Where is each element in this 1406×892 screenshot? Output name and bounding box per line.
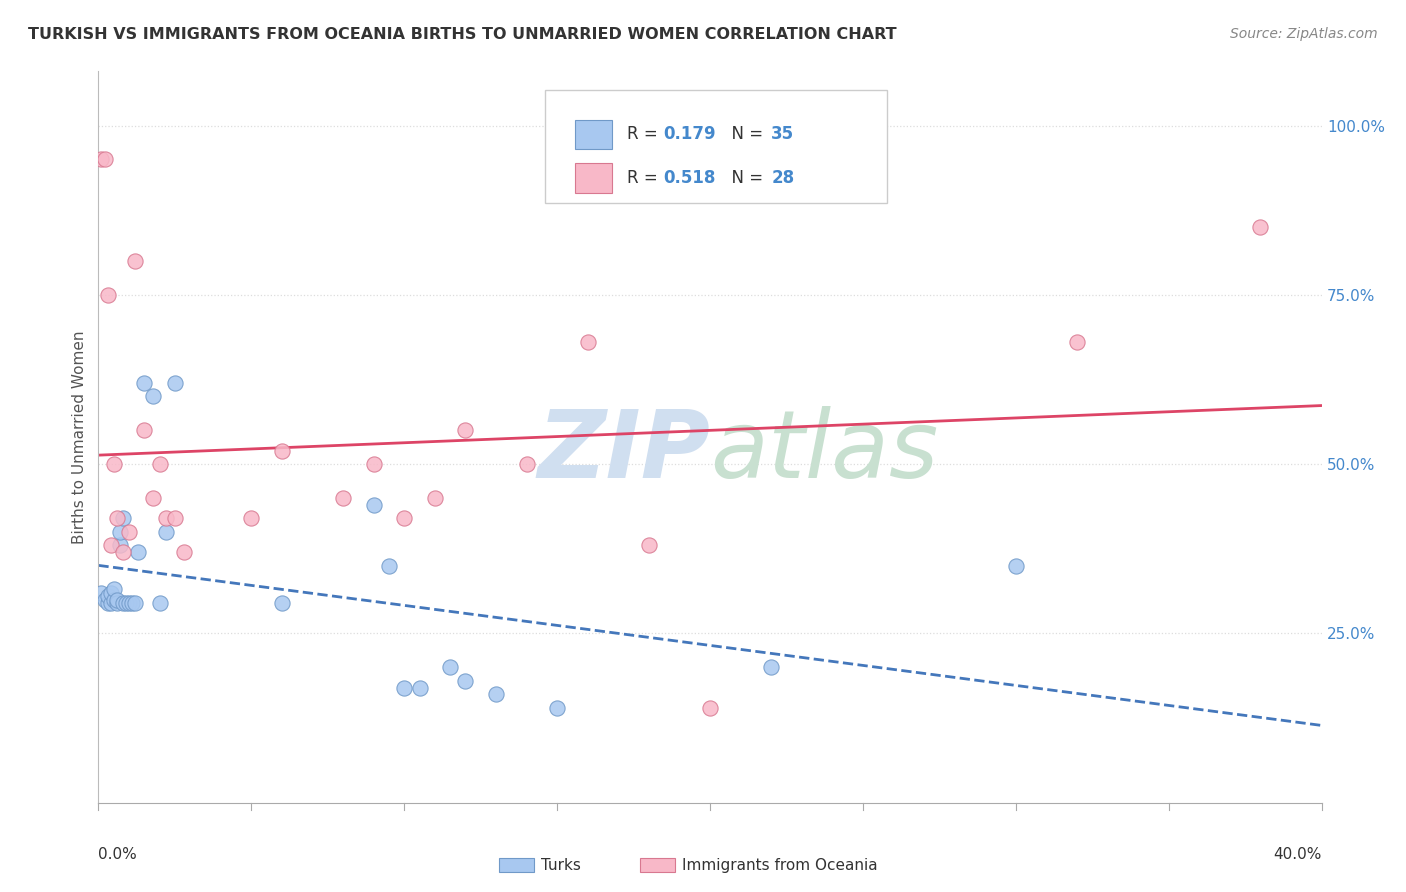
Text: 40.0%: 40.0% <box>1274 847 1322 862</box>
Point <box>240 511 263 525</box>
Point <box>111 511 134 525</box>
Point <box>576 335 599 350</box>
Point <box>108 538 131 552</box>
Point <box>163 376 186 390</box>
FancyBboxPatch shape <box>546 90 887 203</box>
Point <box>100 596 122 610</box>
Text: atlas: atlas <box>710 406 938 497</box>
Point <box>100 538 122 552</box>
Text: N =: N = <box>721 169 769 187</box>
Point <box>118 524 141 539</box>
Point <box>118 596 141 610</box>
Point <box>93 592 115 607</box>
Text: TURKISH VS IMMIGRANTS FROM OCEANIA BIRTHS TO UNMARRIED WOMEN CORRELATION CHART: TURKISH VS IMMIGRANTS FROM OCEANIA BIRTH… <box>28 27 897 42</box>
Text: 35: 35 <box>772 126 794 144</box>
Point <box>363 498 385 512</box>
Point <box>124 254 146 268</box>
Point <box>363 457 385 471</box>
Point <box>124 596 146 610</box>
Text: 28: 28 <box>772 169 794 187</box>
Point <box>149 596 172 610</box>
Point <box>97 596 120 610</box>
Point <box>142 389 165 403</box>
Point <box>546 701 568 715</box>
Point <box>1249 220 1271 235</box>
FancyBboxPatch shape <box>575 163 612 193</box>
Point <box>121 596 143 610</box>
Text: Source: ZipAtlas.com: Source: ZipAtlas.com <box>1230 27 1378 41</box>
Point <box>516 457 538 471</box>
Point <box>105 592 128 607</box>
Point <box>392 511 416 525</box>
Text: ZIP: ZIP <box>537 406 710 498</box>
Point <box>100 586 122 600</box>
Point <box>759 660 782 674</box>
Point <box>155 511 177 525</box>
Text: Immigrants from Oceania: Immigrants from Oceania <box>682 858 877 872</box>
Point <box>105 596 128 610</box>
Point <box>637 538 661 552</box>
Text: Turks: Turks <box>541 858 581 872</box>
Point <box>155 524 177 539</box>
Point <box>142 491 165 505</box>
Point <box>163 511 186 525</box>
Point <box>423 491 446 505</box>
FancyBboxPatch shape <box>575 120 612 149</box>
Point <box>103 592 125 607</box>
Text: 0.179: 0.179 <box>664 126 716 144</box>
Point <box>332 491 354 505</box>
Point <box>90 586 112 600</box>
Text: R =: R = <box>627 126 662 144</box>
Point <box>111 545 134 559</box>
Point <box>454 673 477 688</box>
Point <box>93 153 115 167</box>
Point <box>103 457 125 471</box>
Point <box>270 596 292 610</box>
Point <box>378 558 401 573</box>
Point <box>90 153 112 167</box>
Point <box>103 582 125 597</box>
Text: N =: N = <box>721 126 769 144</box>
Point <box>134 423 156 437</box>
Text: 0.0%: 0.0% <box>98 847 138 862</box>
Point <box>485 688 508 702</box>
Text: R =: R = <box>627 169 662 187</box>
Point <box>108 524 131 539</box>
Point <box>1066 335 1088 350</box>
Point <box>105 511 128 525</box>
Point <box>173 545 195 559</box>
Point <box>127 545 149 559</box>
Point <box>699 701 721 715</box>
Point <box>115 596 138 610</box>
Point <box>97 589 120 603</box>
Point <box>439 660 461 674</box>
Point <box>1004 558 1026 573</box>
Point <box>408 681 430 695</box>
Point <box>134 376 156 390</box>
Point <box>270 443 292 458</box>
Point <box>149 457 172 471</box>
Point <box>454 423 477 437</box>
Y-axis label: Births to Unmarried Women: Births to Unmarried Women <box>72 330 87 544</box>
Point <box>392 681 416 695</box>
Point <box>111 596 134 610</box>
Point <box>97 288 120 302</box>
Text: 0.518: 0.518 <box>664 169 716 187</box>
